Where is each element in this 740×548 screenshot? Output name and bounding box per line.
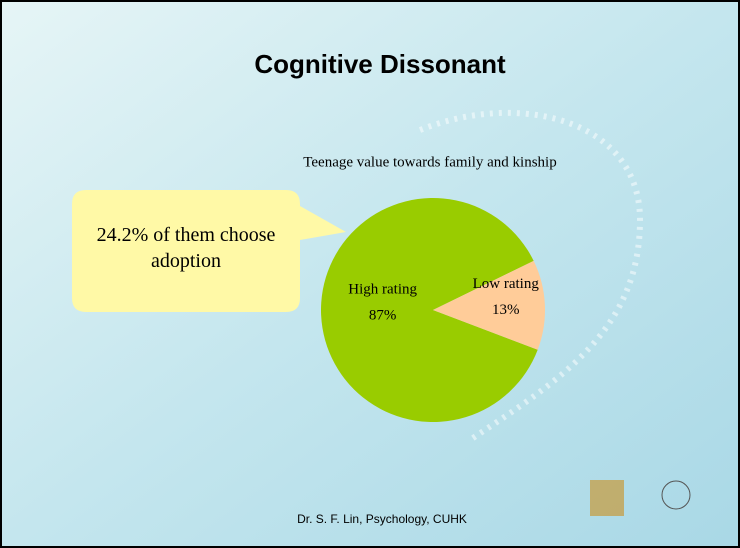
slice-value-label: 13% <box>492 302 520 318</box>
slice-label: High rating <box>348 282 417 298</box>
slide-title: Cognitive Dissonant <box>254 49 506 79</box>
callout-text: 24.2% of them choose adoption <box>80 222 292 274</box>
logo <box>590 480 624 516</box>
slice-value-label: 87% <box>369 308 397 324</box>
callout-box: 24.2% of them choose adoption <box>80 222 292 292</box>
footer: Dr. S. F. Lin, Psychology, CUHK <box>297 512 467 526</box>
slice-label: Low rating <box>473 276 540 292</box>
chart-title: Teenage value towards family and kinship <box>303 154 556 170</box>
slide: Cognitive Dissonant Teenage value toward… <box>0 0 740 548</box>
